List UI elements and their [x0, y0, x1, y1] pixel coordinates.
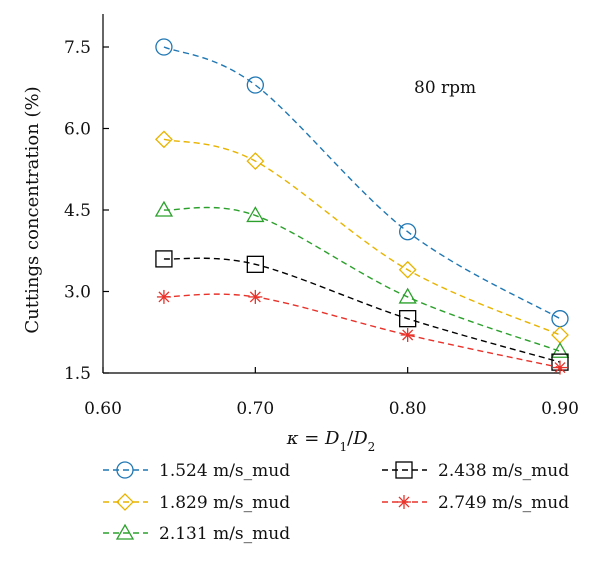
series-line — [163, 138, 561, 336]
series-layer — [154, 38, 570, 375]
y-tick-label: 4.5 — [64, 201, 91, 221]
y-axis-title: Cuttings concentration (%) — [22, 86, 43, 333]
data-point — [155, 250, 173, 268]
series-line — [163, 46, 561, 320]
data-point — [400, 327, 415, 342]
legend-marker — [397, 495, 411, 509]
legend-marker — [116, 461, 134, 479]
data-point — [551, 310, 569, 328]
data-point — [246, 152, 265, 171]
data-point — [553, 360, 567, 375]
data-point — [551, 326, 569, 344]
legend-marker — [116, 493, 134, 511]
data-point — [246, 255, 264, 273]
data-point — [398, 260, 417, 279]
legend-label: 2.438 m/s_mud — [438, 461, 569, 481]
annotation-80rpm: 80 rpm — [414, 78, 476, 98]
legend-item: 2.749 m/s_mud — [382, 493, 569, 513]
data-point — [398, 287, 417, 304]
legend-label: 2.749 m/s_mud — [438, 493, 569, 513]
legend-item: 2.131 m/s_mud — [103, 523, 290, 544]
data-point — [154, 200, 174, 217]
series-3 — [154, 200, 570, 358]
legend: 1.524 m/s_mud 1.829 m/s_mud 2.131 m/s_mud 2… — [103, 461, 569, 544]
y-tick-label: 3.0 — [64, 283, 91, 303]
y-tick-label: 6.0 — [64, 120, 91, 140]
series-4 — [155, 250, 569, 371]
legend-item: 1.829 m/s_mud — [103, 493, 290, 513]
series-line — [163, 206, 561, 352]
data-point — [399, 310, 417, 328]
y-tick-label: 7.5 — [64, 38, 91, 58]
x-tick-label: 0.90 — [541, 399, 579, 419]
data-point — [155, 38, 173, 56]
legend-marker — [395, 461, 413, 479]
legend-marker — [115, 523, 135, 540]
data-point — [246, 206, 265, 223]
data-point — [155, 130, 173, 149]
legend-label: 1.829 m/s_mud — [159, 493, 290, 513]
x-tick-label: 0.70 — [236, 399, 274, 419]
series-1 — [155, 38, 569, 328]
series-line — [163, 293, 561, 369]
data-point — [246, 76, 264, 94]
legend-item: 1.524 m/s_mud — [103, 461, 290, 481]
x-tick-label: 0.80 — [389, 399, 427, 419]
axes: 1.5 3.0 4.5 6.0 7.5 0.60 0.70 0.80 0.90 — [64, 14, 579, 419]
legend-item: 2.438 m/s_mud — [382, 461, 569, 481]
data-point — [550, 341, 570, 358]
legend-label: 1.524 m/s_mud — [159, 461, 290, 481]
data-point — [248, 289, 263, 304]
x-axis-title: κ = D1/D2 — [286, 428, 376, 454]
legend-label: 2.131 m/s_mud — [159, 524, 290, 544]
data-point — [156, 289, 171, 304]
series-5 — [156, 289, 567, 375]
x-tick-label: 0.60 — [84, 399, 122, 419]
y-tick-label: 1.5 — [64, 364, 91, 384]
series-2 — [155, 130, 569, 344]
data-point — [399, 223, 417, 241]
